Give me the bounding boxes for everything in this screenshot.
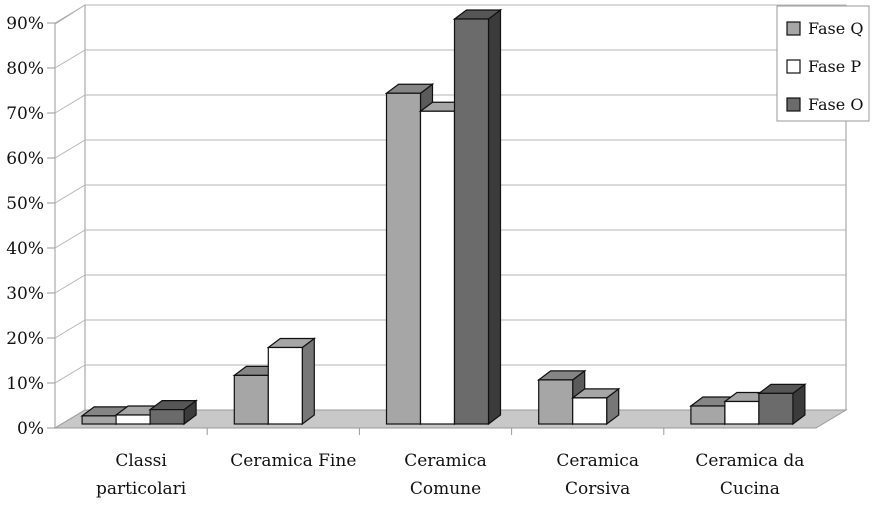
gridline-side: [54, 94, 86, 114]
gridline-side: [54, 274, 86, 294]
legend-label: Fase P: [808, 57, 861, 76]
x-axis-category-labels: Classi particolari Ceramica Fine Ceramica Co…: [96, 451, 804, 499]
category-label: Ceramica Comune: [404, 451, 487, 499]
legend-swatch: [786, 21, 801, 36]
category-label: Classi particolari: [96, 451, 187, 499]
bar: [148, 399, 198, 426]
gridline-side: [54, 139, 86, 159]
legend-swatch: [786, 59, 801, 74]
category-label-line: Ceramica: [404, 451, 487, 471]
category-label-line: Ceramica: [556, 451, 639, 471]
bar-front: [419, 110, 456, 425]
category-label-line: Ceramica Fine: [230, 451, 356, 471]
category-label-line: particolari: [96, 479, 187, 499]
bar: [266, 337, 317, 426]
bar-front: [758, 392, 794, 425]
chart-side-wall: [54, 4, 86, 429]
gridline-side: [54, 4, 86, 24]
bar-front: [267, 346, 303, 425]
bar-front: [149, 409, 185, 425]
y-axis-tick-labels: 0% 10% 20% 30% 40% 50% 60% 70% 80% 90%: [6, 14, 55, 439]
legend-label: Fase O: [808, 95, 863, 114]
legend: Fase Q Fase P Fase O: [776, 5, 870, 122]
bar-front: [385, 92, 422, 425]
bar: [452, 8, 503, 426]
y-tick-label: 0%: [17, 419, 44, 439]
bars-layer: [80, 8, 807, 426]
category-label: Ceramica da Cucina: [695, 451, 804, 499]
y-tick-label: 40%: [6, 239, 44, 259]
bar-front: [115, 414, 151, 425]
y-tick-label: 20%: [6, 329, 44, 349]
y-tick-label: 30%: [6, 284, 44, 304]
category-label-line: Cucina: [720, 479, 780, 499]
category-label-line: Classi: [115, 451, 167, 471]
bar: [757, 383, 807, 426]
bar-side: [487, 8, 502, 426]
legend-label: Fase Q: [808, 19, 863, 38]
y-tick-label: 70%: [6, 104, 44, 124]
gridline-side: [54, 49, 86, 69]
gridline-side: [54, 229, 86, 249]
bar: [570, 387, 621, 426]
bar-front: [233, 374, 269, 425]
category-label: Ceramica Fine: [230, 451, 356, 471]
category-tick-marks: [206, 428, 665, 435]
category-label-line: Ceramica da: [695, 451, 804, 471]
category-label-line: Corsiva: [565, 479, 630, 499]
y-tick-label: 10%: [6, 374, 44, 394]
bar-front: [724, 400, 760, 425]
gridline-side: [54, 364, 86, 384]
bar-front: [690, 405, 726, 425]
bar-side: [301, 337, 315, 426]
gridline-side: [54, 319, 86, 339]
bar-front: [81, 415, 117, 425]
y-tick-label: 90%: [6, 14, 44, 34]
bar-front: [572, 397, 608, 425]
category-label: Ceramica Corsiva: [556, 451, 639, 499]
y-tick-label: 50%: [6, 194, 44, 214]
category-label-line: Comune: [410, 479, 481, 499]
gridline-side: [54, 184, 86, 204]
y-tick-label: 80%: [6, 59, 44, 79]
bar-front: [538, 379, 574, 425]
y-tick-label: 60%: [6, 149, 44, 169]
legend-swatch: [786, 97, 801, 112]
bar-front: [453, 18, 490, 425]
